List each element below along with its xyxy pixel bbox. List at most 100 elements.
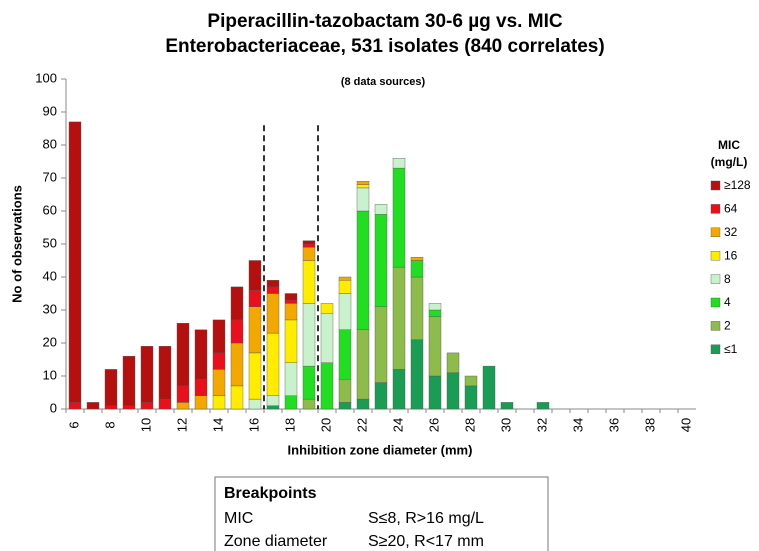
bar-segment bbox=[266, 286, 280, 294]
legend-label: ≤1 bbox=[724, 342, 738, 356]
bar-segment bbox=[284, 395, 298, 410]
legend-swatch bbox=[710, 274, 721, 284]
bar-segment bbox=[248, 306, 262, 354]
bar-segment bbox=[464, 385, 478, 410]
bar-segment bbox=[536, 402, 550, 410]
x-tick-label: 16 bbox=[246, 418, 261, 432]
legend-swatch bbox=[710, 227, 721, 238]
bar-segment bbox=[68, 402, 82, 410]
bar-segment bbox=[374, 306, 388, 383]
bar-segment bbox=[410, 339, 424, 410]
bar-segment bbox=[302, 365, 316, 400]
bar-segment bbox=[266, 395, 280, 406]
y-tick-label: 80 bbox=[43, 136, 57, 151]
x-tick-label: 6 bbox=[66, 421, 81, 428]
bar-segment bbox=[302, 240, 316, 245]
bar-segment bbox=[284, 293, 298, 301]
bar-segment bbox=[392, 167, 406, 268]
chart-title: Enterobacteriaceae, 531 isolates (840 co… bbox=[165, 36, 604, 57]
legend-label: 64 bbox=[724, 202, 738, 216]
y-tick-label: 100 bbox=[35, 70, 57, 85]
bar-segment bbox=[392, 266, 406, 370]
bar-segment bbox=[356, 187, 370, 212]
x-tick-label: 32 bbox=[534, 418, 549, 432]
bar-segment bbox=[446, 352, 460, 373]
bar-segment bbox=[284, 303, 298, 321]
bar-segment bbox=[392, 157, 406, 169]
legend-label: 16 bbox=[724, 248, 738, 262]
bar-segment bbox=[194, 329, 208, 380]
bar-segment bbox=[374, 204, 388, 215]
y-tick-label: 30 bbox=[43, 301, 57, 316]
bar-segment bbox=[266, 293, 280, 334]
bar-segment bbox=[266, 405, 280, 410]
bar-segment bbox=[410, 260, 424, 278]
bar-segment bbox=[410, 276, 424, 340]
bar-segment bbox=[158, 398, 172, 410]
bar-segment bbox=[410, 257, 424, 261]
bar-segment bbox=[248, 352, 262, 400]
chart-title: Piperacillin-tazobactam 30-6 µg vs. MIC bbox=[207, 11, 562, 32]
bar-segment bbox=[356, 184, 370, 189]
bar-segment bbox=[248, 260, 262, 291]
breakpoint-value: S≤8, R>16 mg/L bbox=[368, 510, 484, 527]
x-tick-label: 26 bbox=[426, 418, 441, 432]
breakpoint-title: Breakpoints bbox=[224, 485, 317, 502]
bar-segment bbox=[446, 372, 460, 410]
y-tick-label: 0 bbox=[50, 400, 57, 415]
breakpoint-value: S≥20, R<17 mm bbox=[368, 533, 484, 550]
breakpoint-label: Zone diameter bbox=[224, 533, 328, 550]
legend-label: 4 bbox=[724, 295, 731, 309]
bar-segment bbox=[140, 346, 154, 403]
x-tick-label: 14 bbox=[210, 418, 225, 432]
y-tick-label: 40 bbox=[43, 268, 57, 283]
bar-segment bbox=[212, 395, 226, 410]
bar-segment bbox=[356, 398, 370, 410]
bar-segment bbox=[212, 319, 226, 354]
bar-segment bbox=[320, 303, 334, 314]
y-tick-label: 50 bbox=[43, 235, 57, 250]
bar-segment bbox=[284, 362, 298, 396]
bar-segment bbox=[374, 214, 388, 307]
bar-segment bbox=[428, 375, 442, 410]
x-tick-label: 40 bbox=[678, 418, 693, 432]
y-axis-label: No of observations bbox=[9, 185, 24, 303]
x-tick-label: 20 bbox=[318, 418, 333, 432]
x-tick-label: 24 bbox=[390, 418, 405, 432]
bar-segment bbox=[230, 385, 244, 410]
bar-segment bbox=[338, 379, 352, 403]
bar-segment bbox=[140, 402, 154, 410]
bar-segment bbox=[428, 316, 442, 377]
breakpoint-label: MIC bbox=[224, 510, 253, 527]
bar-segment bbox=[338, 280, 352, 294]
bar-segment bbox=[302, 303, 316, 367]
bar-segment bbox=[158, 346, 172, 400]
y-tick-label: 60 bbox=[43, 202, 57, 217]
bar-segment bbox=[356, 329, 370, 400]
bar-segment bbox=[176, 402, 190, 410]
x-tick-label: 22 bbox=[354, 418, 369, 432]
bar-segment bbox=[338, 329, 352, 380]
bar-segment bbox=[338, 293, 352, 330]
bar-segment bbox=[482, 365, 496, 410]
x-tick-label: 10 bbox=[138, 418, 153, 432]
bar-segment bbox=[428, 303, 442, 311]
bar-segment bbox=[212, 369, 226, 396]
bar-segment bbox=[230, 342, 244, 387]
bar-segment bbox=[428, 309, 442, 317]
bar-segment bbox=[302, 260, 316, 304]
x-tick-label: 28 bbox=[462, 418, 477, 432]
legend-label: 2 bbox=[724, 319, 731, 333]
bar-segment bbox=[284, 299, 298, 304]
x-tick-label: 8 bbox=[102, 421, 117, 428]
bar-segment bbox=[248, 398, 262, 410]
chart-subtitle: (8 data sources) bbox=[341, 76, 426, 88]
legend-swatch bbox=[710, 344, 721, 354]
legend-label: 8 bbox=[724, 272, 731, 286]
legend-title: MIC bbox=[718, 138, 740, 152]
bar-segment bbox=[284, 319, 298, 363]
x-axis-label: Inhibition zone diameter (mm) bbox=[288, 442, 473, 457]
x-tick-label: 36 bbox=[606, 418, 621, 432]
bar-segment bbox=[356, 181, 370, 185]
legend-swatch bbox=[710, 180, 721, 191]
